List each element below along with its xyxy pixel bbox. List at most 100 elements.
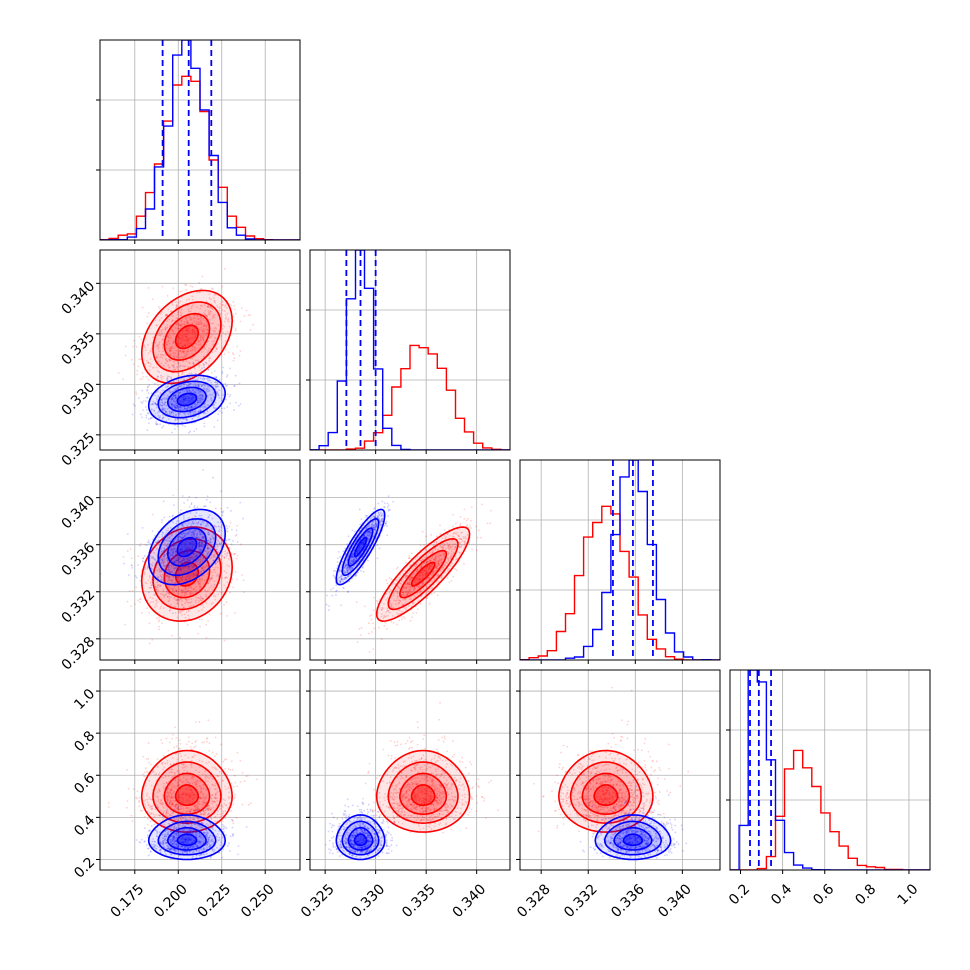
scatter-point-red [396,614,399,616]
scatter-point-red [408,581,411,584]
scatter-point-red [172,494,175,497]
scatter-point-blue [199,532,202,535]
scatter-point-blue [188,543,191,546]
scatter-point-blue [141,526,144,529]
scatter-point-blue [179,567,182,570]
scatter-point-blue [215,392,218,395]
scatter-point-blue [199,544,202,547]
scatter-point-red [166,596,169,598]
scatter-point-red [384,621,387,624]
scatter-point-blue [162,416,164,419]
scatter-point-red [449,545,452,548]
scatter-point-red [199,317,202,320]
scatter-point-blue [200,597,203,599]
contour-blue [157,518,217,577]
scatter-point-blue [174,414,177,417]
scatter-point-red [199,586,202,589]
scatter-point-blue [155,541,158,544]
scatter-point-red [421,574,424,577]
scatter-point-red [440,561,442,564]
scatter-point-blue [387,515,390,517]
scatter-point-red [165,326,168,329]
scatter-point-blue [180,400,182,403]
scatter-point-red [149,601,152,604]
scatter-point-red [206,332,208,334]
scatter-point-blue [188,396,190,399]
scatter-point-red [450,546,453,549]
scatter-point-blue [184,398,187,401]
scatter-point-blue [192,396,195,399]
scatter-point-red [181,336,184,339]
scatter-point-red [199,595,202,598]
scatter-point-blue [187,406,190,409]
scatter-point-blue [200,544,203,547]
scatter-point-blue [155,404,158,406]
scatter-point-blue [160,550,163,553]
scatter-point-red [428,566,431,569]
scatter-point-blue [187,565,190,568]
scatter-point-red [198,347,201,349]
scatter-point-red [465,537,467,540]
scatter-point-red [185,336,188,339]
scatter-point-red [200,618,203,621]
scatter-point-red [173,341,176,344]
scatter-point-red [179,548,182,550]
scatter-point-red [364,605,366,608]
scatter-point-blue [175,590,178,593]
scatter-point-red [212,313,215,316]
scatter-point-blue [189,575,192,577]
scatter-point-blue [207,542,210,545]
scatter-point-blue [183,401,185,404]
scatter-point-red [207,551,210,554]
scatter-point-red [137,555,140,558]
scatter-point-red [398,602,401,605]
scatter-point-blue [196,536,198,539]
scatter-point-red [176,601,179,604]
scatter-point-blue [348,580,351,583]
scatter-point-blue [199,401,202,404]
scatter-point-red [422,574,424,577]
scatter-point-blue [154,559,157,561]
scatter-point-red [420,566,423,569]
scatter-point-red [154,342,157,344]
scatter-point-blue [203,422,206,425]
scatter-point-blue [201,378,204,381]
scatter-point-red [201,609,203,611]
scatter-point-red [168,347,171,350]
scatter-point-blue [187,397,190,399]
scatter-point-red [162,561,165,564]
scatter-point-blue [158,541,161,544]
scatter-point-blue [356,550,358,553]
scatter-point-red [206,315,209,317]
scatter-point-red [191,357,194,360]
scatter-point-red [169,324,172,327]
scatter-point-blue [140,575,143,578]
scatter-point-blue [165,401,167,404]
scatter-point-red [386,614,389,617]
scatter-point-red [181,340,183,343]
scatter-point-blue [335,584,338,587]
scatter-point-red [218,528,221,531]
scatter-point-red [211,317,214,320]
scatter-point-red [212,340,215,343]
scatter-point-red [490,509,492,512]
scatter-point-blue [169,398,172,400]
scatter-point-red [136,369,139,372]
scatter-point-blue [163,403,166,406]
scatter-point-red [149,582,152,585]
scatter-point-red [183,566,186,569]
scatter-point-red [210,322,213,325]
scatter-point-red [181,330,184,333]
scatter-point-blue [150,392,153,395]
scatter-point-red [182,360,184,362]
scatter-point-red [168,569,171,571]
scatter-point-blue [182,399,184,401]
scatter-point-blue [186,407,189,410]
scatter-point-red [419,590,422,593]
scatter-point-red [185,591,188,594]
scatter-point-blue [206,389,208,391]
scatter-point-red [207,619,209,622]
scatter-point-red [198,600,200,603]
scatter-point-blue [162,564,165,567]
scatter-point-blue [158,541,161,544]
